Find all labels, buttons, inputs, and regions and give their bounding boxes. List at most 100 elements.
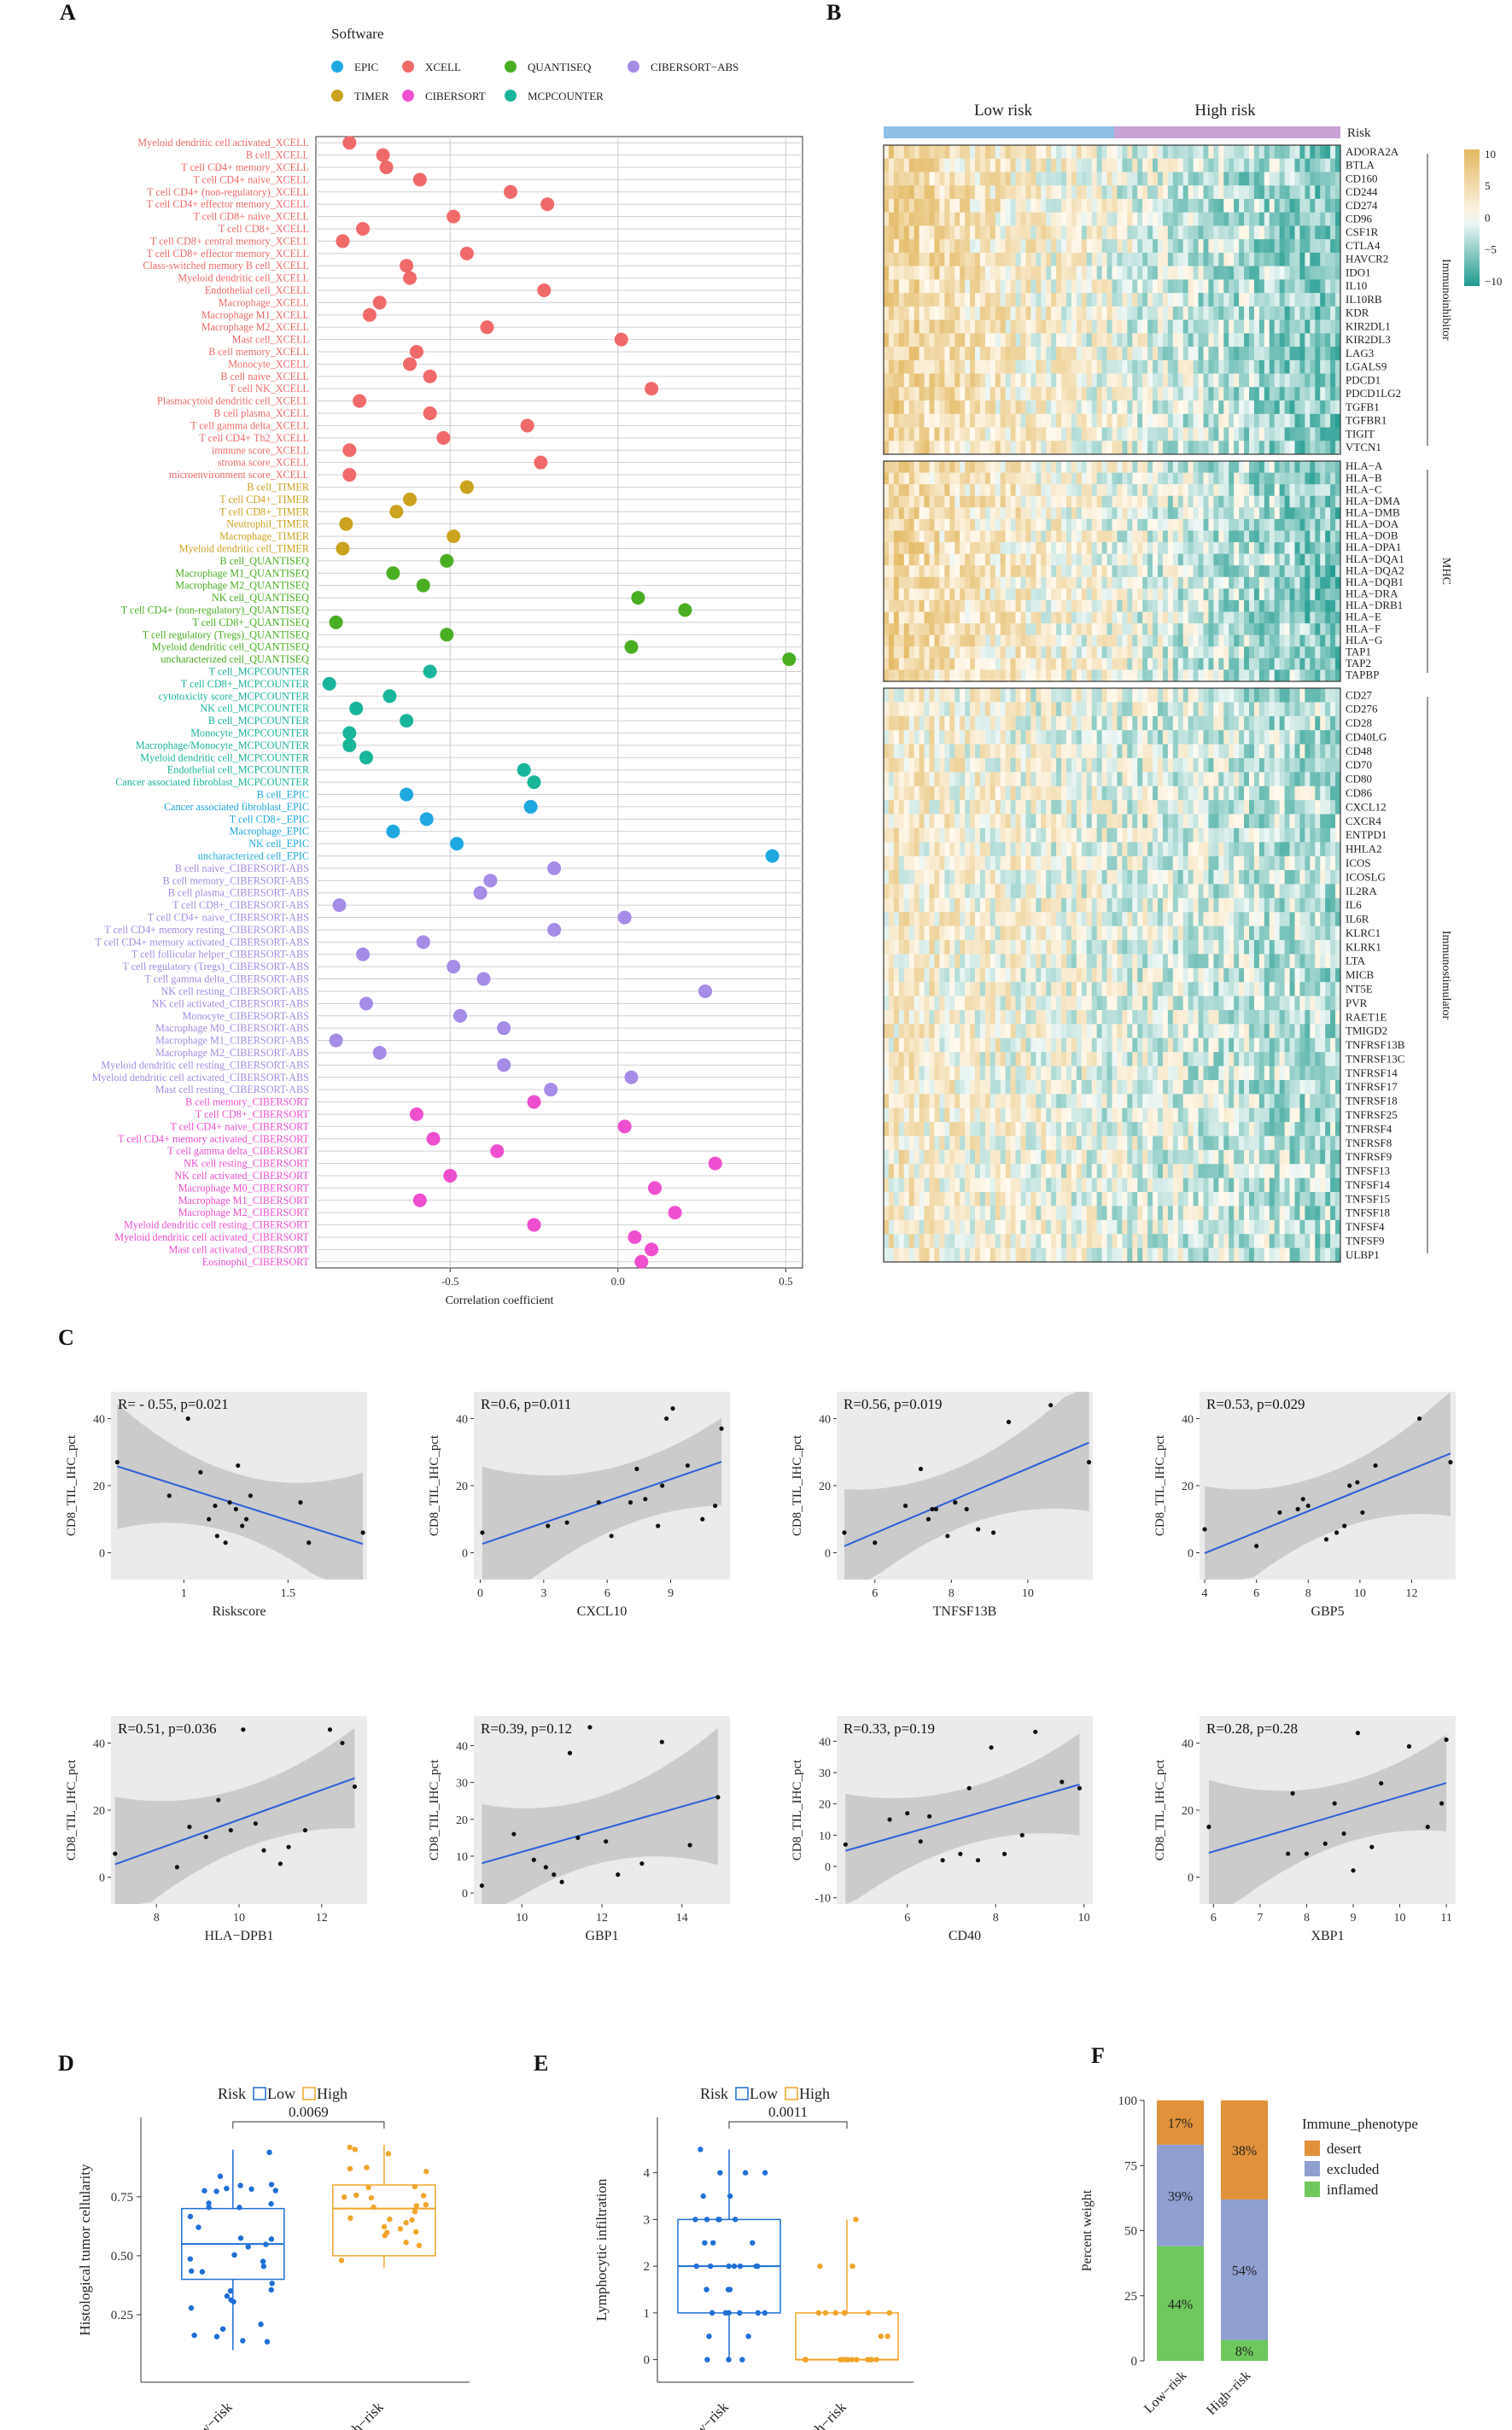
heatmap-cell: [1081, 413, 1088, 429]
heatmap-cell: [1158, 198, 1164, 213]
heatmap-cell: [1279, 252, 1286, 267]
heatmap-cell: [924, 507, 930, 520]
heatmap-cell: [949, 212, 955, 226]
heatmap-cell: [908, 484, 915, 497]
heatmap-cell: [949, 599, 955, 613]
heatmap-cell: [1218, 757, 1224, 773]
heatmap-cell: [934, 646, 940, 659]
heatmap-cell: [1153, 730, 1159, 745]
heatmap-cell: [1264, 145, 1270, 160]
heatmap-cell: [1269, 172, 1276, 186]
gene-label: HLA−F: [1346, 622, 1381, 634]
heatmap-cell: [970, 611, 976, 624]
heatmap-cell: [1025, 772, 1031, 787]
heatmap-cell: [1015, 553, 1021, 566]
heatmap-cell: [1005, 576, 1012, 589]
heatmap-cell: [1330, 359, 1336, 375]
heatmap-cell: [924, 347, 930, 361]
heatmap-cell: [954, 252, 960, 267]
heatmap-cell: [1299, 553, 1305, 566]
heatmap-cell: [1234, 413, 1240, 429]
heatmap-cell: [1096, 542, 1103, 555]
heatmap-cell: [929, 657, 935, 670]
heatmap-cell: [1177, 279, 1184, 294]
heatmap-cell: [1071, 657, 1077, 670]
heatmap-cell: [965, 646, 971, 659]
heatmap-cell: [888, 757, 895, 773]
heatmap-cell: [919, 611, 925, 624]
heatmap-cell: [990, 306, 996, 321]
heatmap-cell: [1030, 347, 1036, 361]
heatmap-cell: [888, 702, 895, 717]
heatmap-cell: [979, 542, 986, 555]
row-label: T cell CD4+ memory activated_CIBERSORT: [118, 1133, 309, 1145]
heatmap-cell: [1294, 172, 1300, 186]
heatmap-cell: [1167, 669, 1174, 682]
heatmap-cell: [1172, 495, 1179, 508]
heatmap-cell: [944, 786, 950, 801]
heatmap-cell: [1234, 293, 1240, 307]
heatmap-cell: [929, 623, 935, 636]
heatmap-cell: [1153, 387, 1159, 401]
heatmap-cell: [960, 252, 966, 267]
heatmap-cell: [1213, 507, 1219, 520]
heatmap-cell: [934, 293, 940, 307]
heatmap-cell: [919, 688, 925, 703]
heatmap-cell: [1239, 185, 1245, 200]
heatmap-cell: [1036, 495, 1042, 508]
heatmap-cell: [1299, 576, 1305, 589]
heatmap-cell: [888, 185, 895, 200]
data-point: [423, 369, 437, 383]
heatmap-cell: [1315, 293, 1321, 307]
heatmap-cell: [908, 145, 915, 160]
heatmap-cell: [1101, 145, 1108, 160]
heatmap-cell: [1106, 786, 1112, 801]
heatmap-cell: [939, 716, 945, 731]
heatmap-cell: [1299, 413, 1305, 429]
heatmap-cell: [1253, 145, 1260, 160]
heatmap-cell: [1015, 744, 1021, 759]
heatmap-cell: [1046, 306, 1052, 321]
heatmap-cell: [990, 333, 996, 348]
heatmap-cell: [1249, 387, 1255, 401]
heatmap-cell: [1284, 212, 1291, 226]
heatmap-cell: [1320, 484, 1326, 497]
heatmap-cell: [903, 359, 910, 375]
heatmap-cell: [1223, 472, 1229, 485]
heatmap-cell: [1310, 518, 1316, 531]
heatmap-cell: [1229, 657, 1235, 670]
heatmap-cell: [1091, 730, 1098, 745]
heatmap-cell: [1234, 373, 1240, 388]
heatmap-cell: [919, 461, 925, 474]
heatmap-cell: [1137, 688, 1143, 703]
heatmap-cell: [1015, 611, 1021, 624]
heatmap-cell: [1041, 413, 1047, 429]
heatmap-cell: [1132, 145, 1138, 160]
heatmap-cell: [1036, 319, 1042, 334]
heatmap-cell: [1106, 507, 1112, 520]
heatmap-cell: [1112, 623, 1118, 636]
heatmap-cell: [960, 588, 966, 601]
heatmap-cell: [1010, 145, 1017, 160]
heatmap-cell: [960, 427, 966, 441]
heatmap-cell: [1117, 634, 1123, 647]
heatmap-cell: [1264, 427, 1270, 441]
heatmap-cell: [1015, 507, 1021, 520]
heatmap-cell: [1305, 158, 1311, 172]
heatmap-cell: [984, 599, 991, 613]
heatmap-cell: [1132, 359, 1138, 375]
heatmap-cell: [1229, 507, 1235, 520]
heatmap-cell: [1234, 172, 1240, 186]
heatmap-cell: [1071, 472, 1077, 485]
heatmap-cell: [1106, 373, 1112, 388]
heatmap-cell: [1315, 279, 1321, 294]
heatmap-cell: [1172, 252, 1179, 267]
heatmap-cell: [1091, 518, 1098, 531]
heatmap-cell: [1253, 611, 1260, 624]
heatmap-cell: [1223, 387, 1229, 401]
heatmap-cell: [1310, 772, 1316, 787]
heatmap-cell: [1076, 576, 1083, 589]
heatmap-cell: [1193, 495, 1200, 508]
heatmap-cell: [1030, 158, 1036, 172]
heatmap-cell: [984, 212, 991, 226]
